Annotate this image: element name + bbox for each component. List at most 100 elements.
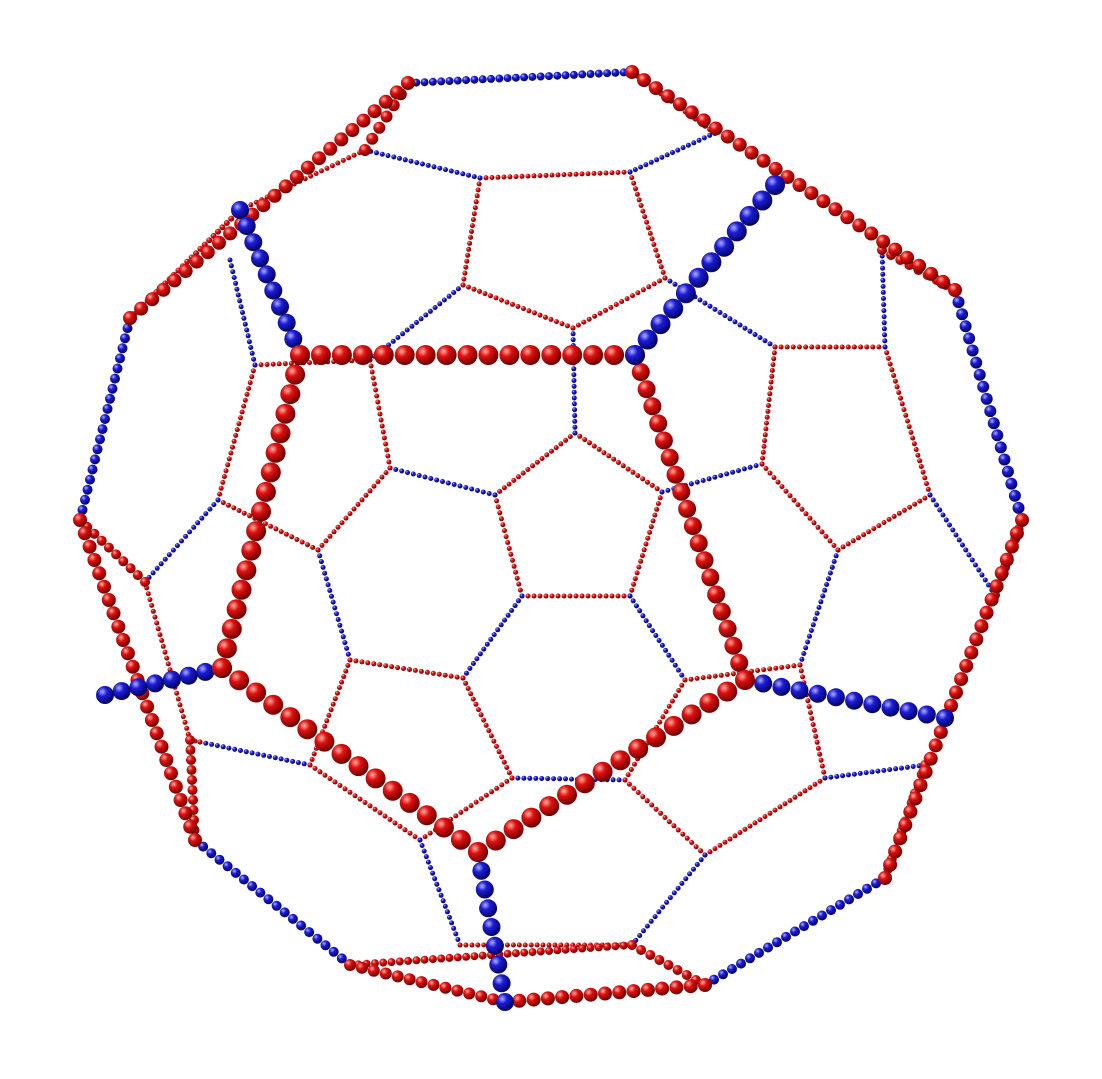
red-bead — [606, 453, 612, 459]
blue-bead — [653, 633, 659, 638]
red-bead — [451, 984, 464, 997]
red-bead — [255, 481, 276, 502]
red-bead — [186, 755, 196, 765]
red-bead — [391, 970, 404, 983]
blue-bead — [835, 899, 845, 910]
red-bead — [445, 953, 454, 962]
red-bead — [160, 643, 166, 649]
blue-bead — [467, 665, 473, 671]
red-bead — [769, 373, 775, 379]
blue-bead — [781, 931, 791, 942]
red-bead — [884, 350, 890, 356]
blue-bead — [312, 933, 323, 944]
blue-bead — [301, 761, 307, 767]
red-bead — [812, 781, 818, 787]
red-bead — [402, 827, 408, 833]
red-bead — [285, 364, 306, 385]
red-bead — [372, 806, 378, 812]
blue-bead — [295, 760, 301, 766]
red-bead — [241, 510, 247, 516]
blue-bead — [440, 479, 445, 484]
red-bead — [517, 587, 523, 593]
red-bead — [223, 226, 238, 241]
red-bead — [641, 547, 647, 553]
red-bead — [294, 537, 300, 542]
red-bead — [816, 194, 831, 209]
red-bead — [752, 820, 758, 826]
red-bead — [468, 691, 474, 697]
red-bead — [803, 511, 809, 517]
red-bead — [597, 310, 603, 316]
red-bead — [495, 174, 501, 180]
red-bead — [167, 273, 182, 288]
red-bead — [792, 178, 807, 192]
blue-bead — [569, 776, 574, 782]
red-bead — [327, 776, 333, 782]
red-bead — [864, 344, 870, 350]
red-bead — [365, 768, 386, 789]
red-bead — [415, 976, 428, 989]
blue-bead — [486, 491, 492, 496]
red-bead — [407, 830, 413, 836]
red-bead — [231, 505, 237, 511]
blue-bead — [718, 969, 728, 980]
blue-bead — [979, 572, 985, 578]
red-bead — [569, 988, 584, 1003]
red-bead — [366, 132, 379, 145]
blue-bead — [503, 74, 512, 83]
blue-bead — [959, 320, 972, 333]
red-bead — [273, 526, 279, 532]
blue-bead — [963, 547, 969, 553]
blue-bead — [880, 289, 886, 295]
red-bead — [173, 793, 188, 807]
red-bead — [111, 549, 122, 560]
red-bead — [764, 420, 769, 426]
red-bead — [389, 664, 395, 670]
red-bead — [586, 943, 595, 952]
red-bead — [373, 387, 379, 393]
red-bead — [379, 423, 385, 429]
red-bead — [597, 170, 603, 176]
red-bead — [807, 785, 813, 791]
red-bead — [625, 772, 631, 778]
blue-bead — [816, 605, 822, 610]
blue-bead — [875, 768, 881, 774]
blue-bead — [320, 564, 326, 570]
red-bead — [383, 441, 389, 447]
red-bead — [221, 618, 242, 639]
red-bead — [307, 762, 313, 768]
blue-bead — [671, 890, 677, 896]
red-bead — [636, 945, 647, 955]
blue-bead — [400, 331, 406, 337]
red-bead — [469, 223, 475, 229]
blue-bead — [102, 403, 113, 414]
red-bead — [513, 569, 519, 575]
red-bead — [791, 663, 797, 669]
blue-bead — [826, 576, 831, 582]
red-bead — [763, 466, 769, 471]
red-bead — [305, 542, 310, 548]
blue-bead — [238, 304, 244, 310]
red-bead — [712, 673, 718, 679]
red-bead — [720, 129, 735, 144]
blue-bead — [252, 362, 258, 368]
blue-bead — [571, 366, 577, 372]
blue-bead — [428, 77, 437, 86]
red-bead — [655, 253, 661, 259]
red-bead — [344, 959, 356, 971]
red-bead — [394, 345, 415, 365]
red-bead — [387, 817, 393, 822]
red-bead — [809, 716, 815, 721]
blue-bead — [732, 319, 738, 325]
red-bead — [840, 210, 855, 225]
red-bead — [821, 769, 827, 775]
red-bead — [378, 417, 384, 423]
blue-bead — [430, 870, 436, 876]
red-bead — [679, 682, 685, 688]
blue-bead — [707, 132, 713, 138]
blue-bead — [976, 567, 982, 573]
blue-bead — [808, 628, 814, 633]
blue-bead — [702, 852, 708, 858]
red-bead — [187, 785, 198, 795]
red-bead — [380, 110, 393, 123]
